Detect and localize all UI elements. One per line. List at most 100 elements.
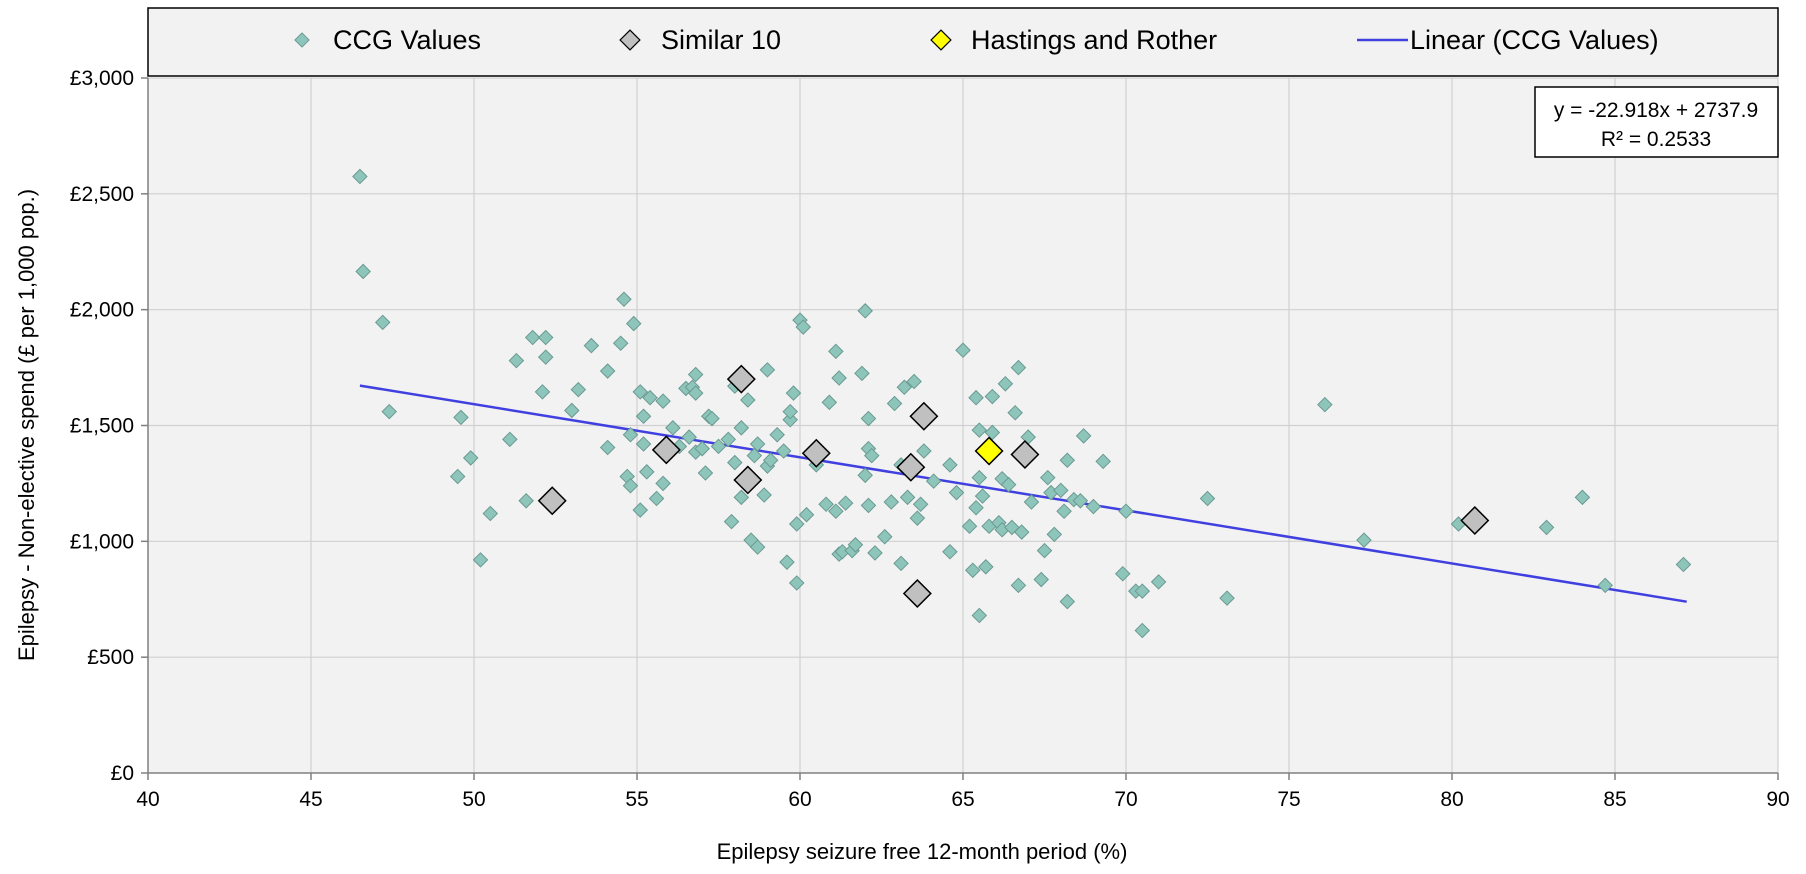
ccg-point	[472, 552, 489, 568]
trend-equation: y = -22.918x + 2737.9	[1554, 99, 1758, 122]
ccg-point	[1574, 489, 1591, 506]
ccg-point	[639, 464, 655, 480]
x-tick-label: 75	[1277, 788, 1300, 811]
ccg-point	[854, 365, 870, 382]
ccg-point	[1000, 476, 1017, 493]
ccg-point	[863, 447, 880, 464]
ccg-point	[733, 489, 750, 506]
ccg-point	[462, 450, 479, 466]
axes: 40 45 50 55 60 65 70 75 80 85 90 £0 £500 £1,000 £1,500…	[70, 67, 1790, 811]
ccg-point	[508, 352, 525, 369]
ccg-point	[612, 335, 629, 352]
ccg-point	[502, 431, 518, 448]
ccg-point	[1095, 453, 1111, 470]
ccg-point	[727, 454, 743, 471]
similar-10-point	[909, 401, 939, 431]
x-tick-label: 90	[1766, 788, 1789, 811]
y-tick-label: £3,000	[70, 67, 134, 90]
ccg-point	[834, 543, 851, 560]
ccg-point	[632, 502, 649, 518]
ccg-point	[622, 426, 639, 443]
ccg-point	[1056, 503, 1072, 519]
ccg-point	[352, 168, 368, 185]
ccg-point	[948, 484, 965, 501]
ccg-point	[782, 411, 798, 428]
ccg-point	[916, 443, 932, 459]
ccg-point	[381, 403, 398, 420]
ccg-point	[886, 395, 903, 412]
legend-label-hastings: Hastings and Rother	[971, 25, 1217, 55]
ccg-point	[1538, 519, 1555, 536]
ccg-point	[782, 403, 798, 420]
equation-box: y = -22.918x + 2737.9 R² = 0.2533	[1534, 86, 1779, 158]
ccg-point	[925, 473, 942, 489]
ccg-point	[779, 554, 795, 570]
ccg-point	[899, 489, 916, 506]
ccg-point	[1033, 571, 1050, 588]
y-tick-label: £500	[87, 646, 134, 669]
legend-label-trend: Linear (CCG Values)	[1410, 25, 1659, 55]
x-tick-label: 45	[299, 788, 322, 811]
ccg-point	[1317, 396, 1333, 413]
ccg-point	[795, 319, 812, 335]
ccg-point	[720, 431, 737, 448]
grid	[148, 77, 1779, 773]
ccg-point	[537, 329, 554, 346]
ccg-point	[818, 496, 834, 513]
ccg-point	[355, 263, 371, 280]
ccg-point	[1675, 556, 1692, 573]
ccg-point	[622, 477, 639, 494]
x-tick-label: 70	[1114, 788, 1137, 811]
ccg-point	[909, 510, 926, 526]
ccg-point	[599, 363, 616, 379]
ccg-point	[971, 607, 988, 624]
ccg-point	[1013, 524, 1030, 540]
ccg-point	[687, 366, 704, 383]
y-tick-label: £0	[111, 762, 134, 785]
ccg-point	[906, 373, 922, 390]
ccg-point	[860, 410, 877, 427]
similar-10-point	[1010, 439, 1040, 469]
ccg-point	[867, 545, 883, 561]
ccg-point	[1118, 503, 1134, 519]
similar-10-point	[902, 578, 932, 608]
ccg-point	[632, 384, 649, 400]
legend-box	[147, 7, 1779, 77]
legend-marker-hastings	[930, 29, 952, 51]
hastings-point	[974, 436, 1004, 466]
ccg-point	[769, 426, 785, 443]
ccg-point	[1072, 493, 1089, 509]
x-tick-label: 50	[462, 788, 485, 811]
ccg-point	[694, 440, 710, 457]
y-axis-label: Epilepsy - Non-elective spend (£ per 1,0…	[14, 189, 39, 661]
ccg-point	[821, 394, 838, 411]
ccg-point	[1150, 574, 1167, 590]
ccg-point	[942, 543, 958, 560]
ccg-point	[449, 468, 466, 485]
legend-label-similar: Similar 10	[661, 25, 781, 55]
ccg-point	[828, 343, 844, 360]
ccg-point	[1046, 526, 1063, 543]
ccg-point	[746, 447, 763, 464]
points-layer	[352, 168, 1692, 639]
ccg-point	[971, 469, 988, 486]
ccg-point	[681, 429, 697, 445]
ccg-point	[798, 506, 815, 523]
ccg-point	[912, 496, 929, 513]
ccg-point	[847, 537, 864, 553]
y-tick-label: £2,000	[70, 299, 134, 322]
ccg-point	[1114, 565, 1131, 582]
ccg-point	[942, 457, 958, 473]
ccg-point	[1219, 590, 1235, 606]
ccg-point	[876, 528, 893, 545]
ccg-point	[1059, 452, 1076, 469]
ccg-point	[968, 499, 984, 516]
ccg-point	[785, 385, 802, 401]
trendline-layer	[359, 384, 1687, 603]
ccg-point	[642, 389, 658, 406]
ccg-point	[984, 424, 1001, 441]
y-tick-label: £1,000	[70, 530, 134, 553]
ccg-point	[857, 303, 873, 319]
